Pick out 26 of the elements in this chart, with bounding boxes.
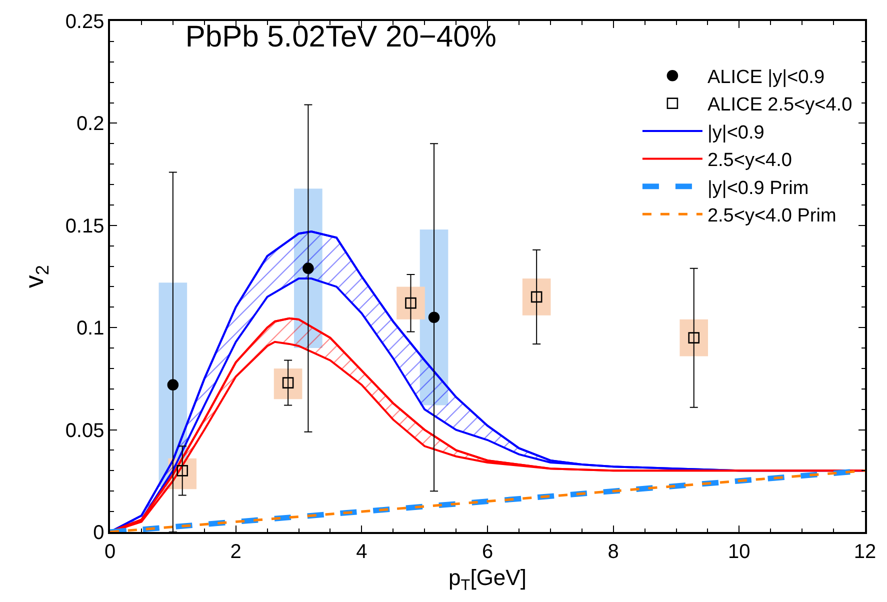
legend-label: |y|<0.9 <box>707 122 764 144</box>
point <box>167 379 179 390</box>
y-tick-label: 0.1 <box>76 318 104 340</box>
point <box>302 262 314 274</box>
x-tick-label: 10 <box>728 540 750 563</box>
legend-label: 2.5<y<4.0 <box>707 150 792 172</box>
legend-label: |y|<0.9 Prim <box>707 178 809 199</box>
y-tick-label: 0 <box>93 522 104 544</box>
legend-label: 2.5<y<4.0 Prim <box>707 206 836 227</box>
legend-label: ALICE |y|<0.9 <box>707 67 825 88</box>
bar <box>396 286 425 320</box>
x-tick-label: 4 <box>356 540 368 563</box>
y-tick-label: 0.05 <box>65 420 104 442</box>
x-tick-label: 8 <box>608 540 619 563</box>
bar <box>522 278 551 316</box>
bar <box>680 319 708 356</box>
x-tick-label: 12 <box>854 540 876 563</box>
y-tick-label: 0.25 <box>65 11 104 33</box>
x-axis-title: p$_{T}$[GeV] <box>448 565 526 594</box>
point <box>428 312 440 324</box>
y-tick-label: 0.15 <box>65 215 104 238</box>
legend-label: ALICE 2.5<y<4.0 <box>707 94 852 116</box>
chart-title: PbPb 5.02TeV 20−40% <box>185 20 496 54</box>
x-tick-label: 2 <box>230 540 242 563</box>
y-tick-label: 0.2 <box>76 113 104 136</box>
x-tick-label: 6 <box>482 540 494 563</box>
